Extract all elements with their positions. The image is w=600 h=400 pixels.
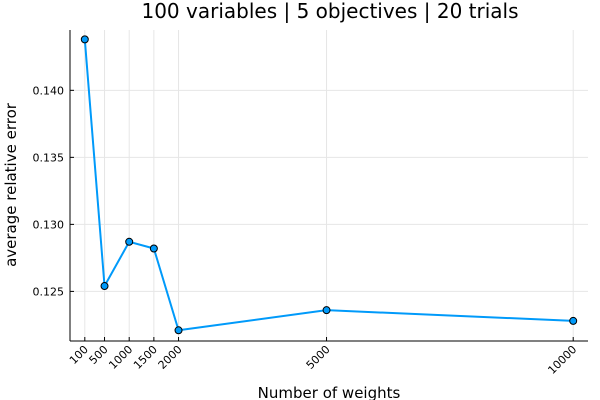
x-tick-label: 1500 [131,343,160,372]
x-tick-label: 1000 [106,343,135,372]
x-tick-label: 5000 [304,343,333,372]
x-tick-label: 10000 [545,343,579,377]
data-point [125,237,134,246]
y-tick-label: 0.135 [33,151,65,164]
x-tick-label: 2000 [156,343,185,372]
data-point [569,316,578,325]
series-line [83,39,574,332]
y-tick-label: 0.140 [33,84,65,97]
y-axis-label: average relative error [2,102,20,267]
grid [70,30,588,341]
data-point [100,282,109,291]
x-axis-label: Number of weights [258,384,401,400]
data-point [80,35,89,44]
y-tick-label: 0.125 [33,285,65,298]
y-tick-label: 0.130 [33,218,65,231]
data-point [174,326,183,335]
x-tick-label: 100 [67,343,91,367]
chart-title: 100 variables | 5 objectives | 20 trials [141,0,518,23]
series-layer [80,35,578,335]
data-point [322,306,331,315]
data-point [149,244,158,253]
y-axis-ticks: 0.125 0.130 0.135 0.140 [33,84,74,298]
